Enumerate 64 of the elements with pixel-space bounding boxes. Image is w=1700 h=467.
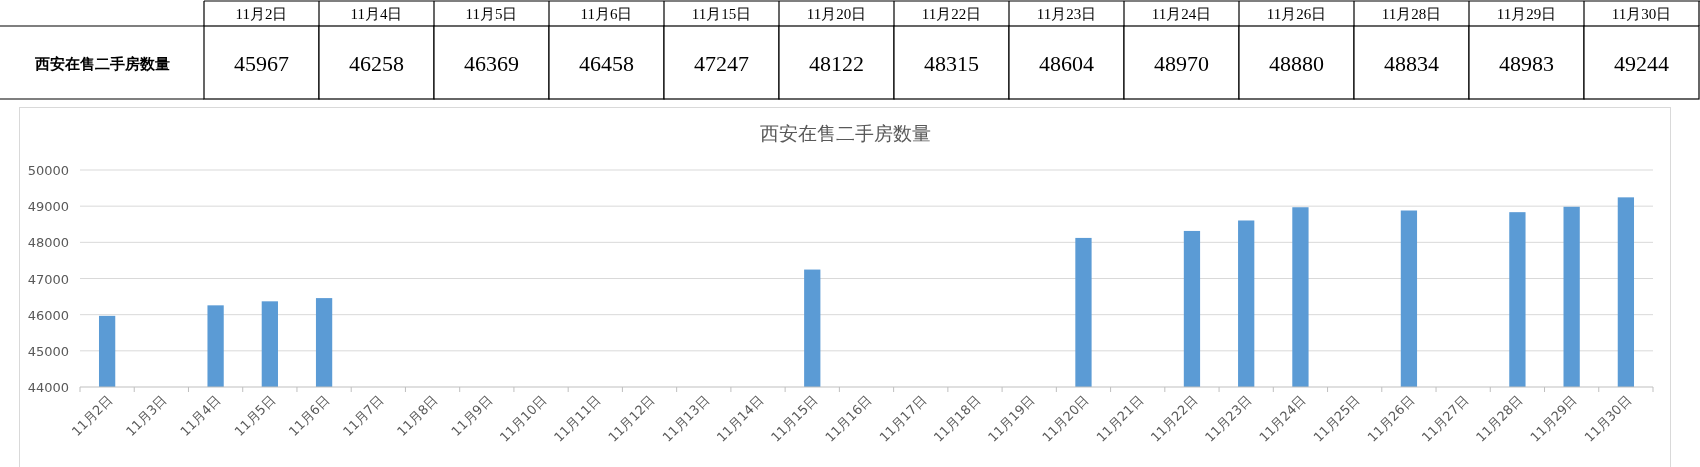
x-tick-label: 11月15日 <box>691 6 752 22</box>
x-tick-label: 11月5日 <box>465 6 518 22</box>
x-tick-label: 11月2日 <box>235 6 288 22</box>
x-tick-label: 11月23日 <box>1201 392 1255 445</box>
y-tick-label: 44000 <box>27 380 69 395</box>
data-label: 48970 <box>1154 50 1209 76</box>
x-tick-label: 11月27日 <box>1418 392 1472 445</box>
chart-title: 西安在售二手房数量 <box>759 122 931 144</box>
x-tick-label: 11月19日 <box>984 392 1038 445</box>
data-label: 49244 <box>1614 50 1669 76</box>
x-tick-label: 11月12日 <box>605 392 658 445</box>
x-tick-label: 11月3日 <box>122 392 170 440</box>
x-tick-label: 11月25日 <box>1310 392 1363 445</box>
y-tick-label: 50000 <box>27 163 69 178</box>
data-label: 48834 <box>1384 50 1439 76</box>
data-label: 48983 <box>1499 50 1554 76</box>
x-tick-label: 11月14日 <box>713 392 767 445</box>
x-tick-label: 11月2日 <box>68 392 116 440</box>
x-tick-label: 11月13日 <box>659 392 712 445</box>
y-tick-label: 49000 <box>27 199 69 215</box>
y-tick-label: 47000 <box>27 271 69 287</box>
x-tick-label: 11月30日 <box>1611 6 1672 22</box>
x-tick-label: 11月20日 <box>806 6 867 22</box>
x-tick-label: 11月24日 <box>1256 392 1309 445</box>
y-tick-label: 西安在售二手房数量 <box>33 54 170 72</box>
data-label: 48880 <box>1269 50 1324 76</box>
data-label: 48122 <box>809 50 864 76</box>
x-tick-label: 11月5日 <box>231 392 278 440</box>
data-label: 45967 <box>234 50 289 76</box>
x-tick-label: 11月20日 <box>1039 392 1092 445</box>
x-tick-label: 11月8日 <box>394 392 441 440</box>
data-label: 46458 <box>579 50 634 76</box>
x-tick-label: 11月22日 <box>1147 392 1201 445</box>
x-tick-label: 11月28日 <box>1381 6 1442 22</box>
x-tick-label: 11月18日 <box>930 392 984 445</box>
x-tick-label: 11月29日 <box>1527 392 1580 445</box>
data-label: 47247 <box>694 50 749 76</box>
x-tick-label: 11月29日 <box>1496 6 1557 22</box>
x-tick-label: 11月24日 <box>1151 6 1212 22</box>
x-tick-label: 11月21日 <box>1093 392 1146 445</box>
x-tick-label: 11月10日 <box>496 392 550 445</box>
data-label: 48315 <box>924 50 979 76</box>
x-tick-label: 11月26日 <box>1364 392 1418 445</box>
x-tick-label: 11月6日 <box>285 392 333 440</box>
x-tick-label: 11月4日 <box>177 392 224 440</box>
y-tick-label: 45000 <box>27 343 69 359</box>
y-tick-label: 46000 <box>27 307 69 323</box>
x-tick-label: 11月15日 <box>767 392 821 445</box>
x-tick-label: 11月30日 <box>1581 392 1634 445</box>
x-tick-label: 11月26日 <box>1266 6 1327 22</box>
x-tick-label: 11月22日 <box>921 6 982 22</box>
x-tick-label: 11月9日 <box>448 392 495 440</box>
x-tick-label: 11月11日 <box>551 392 604 445</box>
x-tick-label: 11月28日 <box>1473 392 1526 445</box>
x-tick-label: 11月4日 <box>350 6 403 22</box>
x-tick-label: 11月6日 <box>580 6 633 22</box>
y-tick-label: 48000 <box>27 235 69 251</box>
x-tick-label: 11月7日 <box>339 392 387 440</box>
data-label: 48604 <box>1039 50 1094 76</box>
x-tick-label: 11月17日 <box>876 392 929 445</box>
x-tick-label: 11月16日 <box>822 392 875 445</box>
data-label: 46258 <box>349 50 404 76</box>
x-tick-label: 11月23日 <box>1036 6 1097 22</box>
data-label: 46369 <box>464 50 519 76</box>
